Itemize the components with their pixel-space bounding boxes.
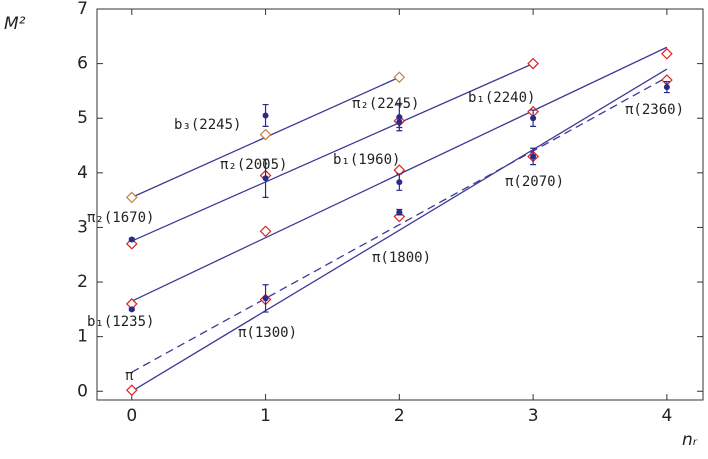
measurement-dot <box>663 84 670 91</box>
measurement-dot <box>128 236 135 243</box>
diamond-marker <box>259 225 272 238</box>
annotation: π(1800) <box>372 250 431 266</box>
annotation: π(1300) <box>238 325 297 341</box>
trajectory-line <box>131 76 668 373</box>
measurement-dot <box>396 209 403 216</box>
diamond-marker <box>125 237 138 250</box>
y-tick-label: 5 <box>77 108 88 128</box>
y-tick-label: 7 <box>77 0 88 19</box>
annotation: b₁(1235) <box>87 314 154 330</box>
annotation: b₃(2245) <box>174 117 241 133</box>
y-tick-label: 4 <box>77 163 88 183</box>
annotation: b₁(2240) <box>468 90 535 106</box>
x-axis-label: nᵣ <box>682 430 698 450</box>
annotation: π₂(2245) <box>352 96 419 112</box>
measurement-dot <box>262 295 269 302</box>
measurement-dot <box>530 153 537 160</box>
y-axis-label: M² <box>4 14 26 34</box>
y-tick-label: 6 <box>77 54 88 74</box>
annotation: π(2360) <box>625 102 684 118</box>
diamond-marker <box>259 128 272 141</box>
measurement-dot <box>530 115 537 122</box>
measurement-dot <box>396 119 403 126</box>
diamond-marker <box>661 47 673 60</box>
diamond-marker <box>125 384 138 397</box>
x-tick-label: 1 <box>260 406 271 426</box>
plot-frame <box>96 8 704 401</box>
annotation: π <box>125 368 134 384</box>
measurement-dot <box>396 179 403 186</box>
diamond-marker <box>393 210 406 223</box>
x-tick-label: 0 <box>126 406 137 426</box>
y-tick-label: 2 <box>77 272 88 292</box>
trajectory-line <box>131 68 668 392</box>
diamond-marker <box>527 57 539 70</box>
measurement-dot <box>262 112 269 119</box>
diamond-marker <box>393 71 406 84</box>
x-tick-label: 4 <box>661 406 672 426</box>
annotation: π₂(1670) <box>87 210 154 226</box>
y-tick-label: 0 <box>77 381 88 401</box>
measurement-dot <box>128 306 135 313</box>
y-tick-label: 1 <box>77 327 88 347</box>
annotation: π(2070) <box>505 174 564 190</box>
diamond-marker <box>125 191 138 204</box>
trajectory-line <box>131 63 534 242</box>
x-tick-label: 3 <box>528 406 539 426</box>
x-tick-label: 2 <box>394 406 405 426</box>
measurement-dot <box>262 175 269 182</box>
annotation: π₂(2005) <box>220 157 287 173</box>
annotation: b₁(1960) <box>333 152 400 168</box>
y-tick-label: 3 <box>77 217 88 237</box>
